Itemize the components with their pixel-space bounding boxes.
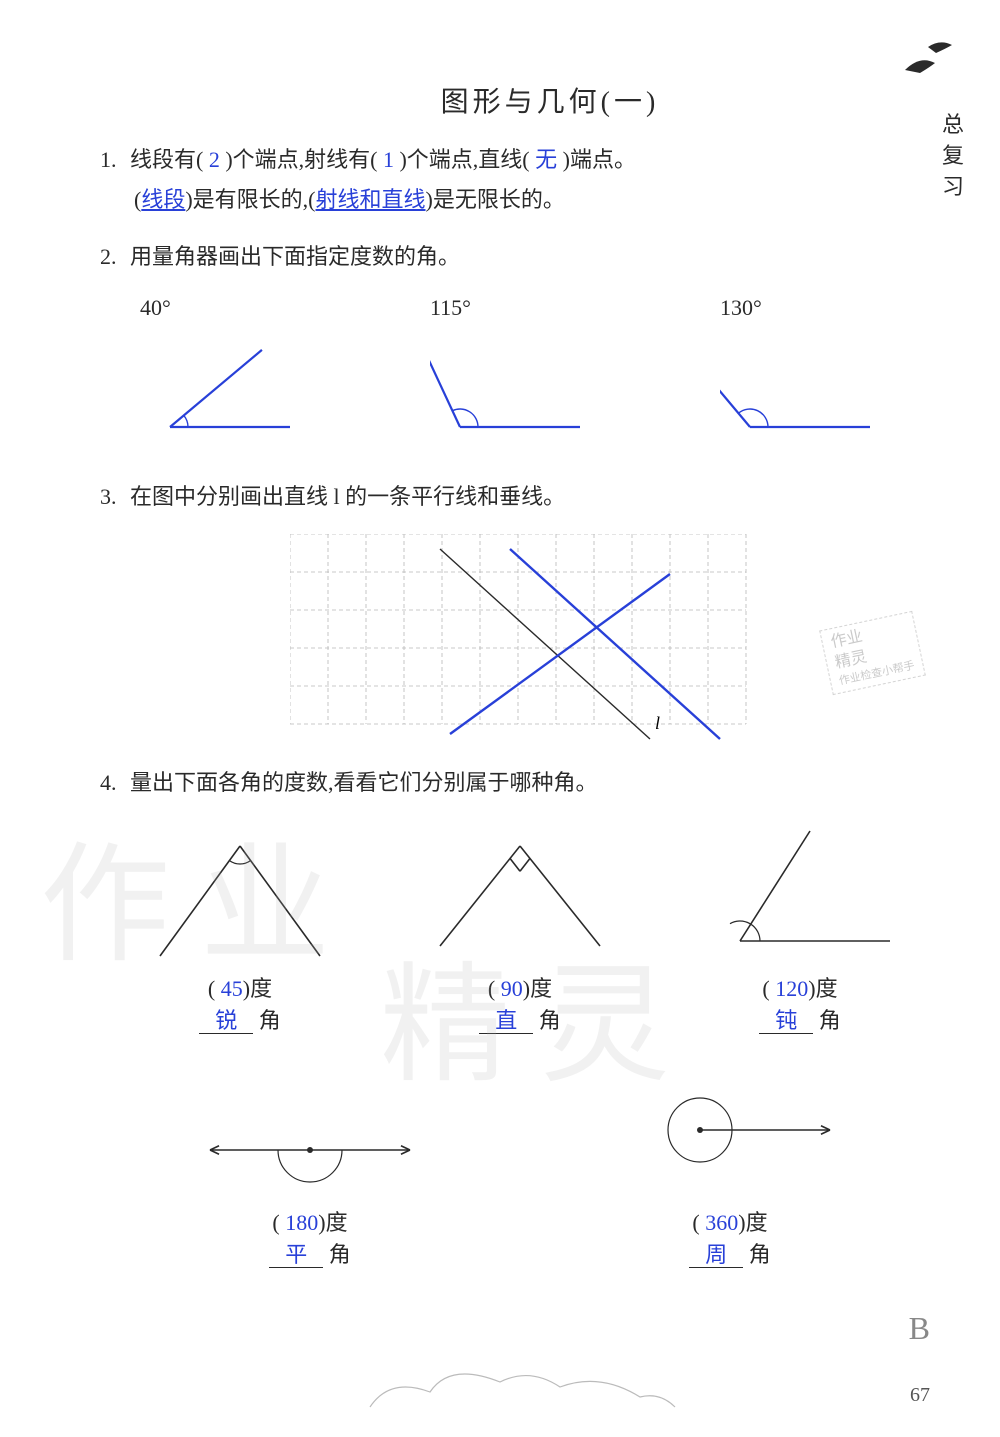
q2-number: 2.: [100, 237, 130, 277]
b-mark: B: [909, 1310, 930, 1347]
angle-figure-360: ( 360)度周 角: [520, 1055, 940, 1269]
sidebar-label: 总复习: [941, 110, 965, 202]
q4-text: 量出下面各角的度数,看看它们分别属于哪种角。: [130, 770, 598, 795]
angle-label: 115°: [430, 295, 471, 321]
page-number: 67: [910, 1384, 930, 1407]
q3-grid: l: [290, 534, 750, 749]
q2-angles-row: 40° 115° 130°: [140, 295, 940, 447]
question-4: 4.量出下面各角的度数,看看它们分别属于哪种角。: [100, 763, 940, 803]
question-1: 1.线段有( 2 )个端点,射线有( 1 )个端点,直线( 无 )端点。 (线段…: [100, 140, 940, 219]
angle-label: 40°: [140, 295, 171, 321]
page-title: 图形与几何(一): [160, 80, 940, 120]
stamp: 作业 精灵 作业检查小帮手: [819, 611, 926, 695]
angle-figure-120: ( 120)度钝 角: [661, 821, 938, 1035]
angle-figure-45: ( 45)度锐 角: [101, 821, 378, 1035]
angle-130: 130°: [720, 295, 890, 447]
angle-figure-90: ( 90)度直 角: [381, 821, 658, 1035]
q1-ans-4: 线段: [141, 187, 185, 212]
svg-text:l: l: [655, 713, 660, 733]
q2-text: 用量角器画出下面指定度数的角。: [130, 244, 460, 269]
bird-icon: [900, 35, 960, 90]
question-2: 2.用量角器画出下面指定度数的角。: [100, 237, 940, 277]
q1-ans-2: 1: [377, 147, 399, 172]
angle-label: 130°: [720, 295, 762, 321]
q1-ans-5: 射线和直线: [316, 187, 426, 212]
q1-ans-1: 2: [203, 147, 225, 172]
angle-40: 40°: [140, 295, 310, 447]
q4-number: 4.: [100, 763, 130, 803]
angle-115: 115°: [430, 295, 600, 447]
q1-ans-3: 无: [530, 147, 563, 172]
worksheet-page: 总复习 图形与几何(一) 1.线段有( 2 )个端点,射线有( 1 )个端点,直…: [0, 0, 1000, 1437]
q1-number: 1.: [100, 140, 130, 180]
q3-number: 3.: [100, 477, 130, 517]
q4-figures: ( 45)度锐 角( 90)度直 角( 120)度钝 角 ( 180)度平 角( …: [100, 821, 940, 1269]
cloud-decoration: [360, 1357, 680, 1417]
q3-text: 在图中分别画出直线 l 的一条平行线和垂线。: [130, 484, 565, 509]
question-3: 3.在图中分别画出直线 l 的一条平行线和垂线。: [100, 477, 940, 517]
angle-figure-180: ( 180)度平 角: [100, 1055, 520, 1269]
